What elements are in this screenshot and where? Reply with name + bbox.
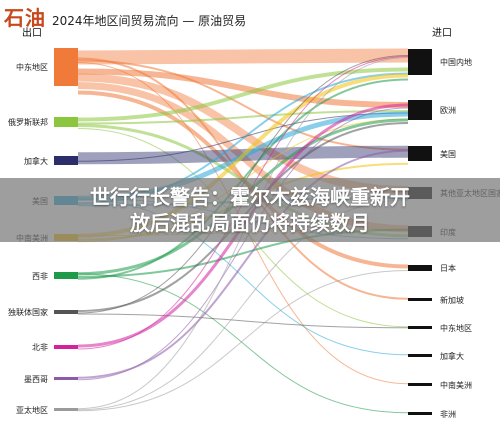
importer-label: 中东地区 bbox=[440, 323, 472, 333]
exporter-label: 独联体国家 bbox=[8, 308, 48, 317]
flow-link bbox=[77, 107, 409, 381]
importer-node bbox=[408, 146, 432, 161]
flow-link bbox=[77, 59, 409, 151]
exporter-node bbox=[54, 377, 78, 380]
exporter-label: 北非 bbox=[32, 343, 48, 352]
exporter-label: 加拿大 bbox=[24, 156, 48, 166]
importer-node bbox=[408, 100, 432, 120]
flow-link bbox=[77, 48, 409, 65]
chart-subtitle: 2024年地区间贸易流向 — 原油贸易 bbox=[52, 14, 247, 28]
importer-label: 日本 bbox=[440, 264, 456, 273]
importer-node bbox=[408, 412, 432, 415]
exporter-label: 亚太地区 bbox=[16, 405, 48, 415]
importers-title: 进口 bbox=[432, 28, 452, 39]
banner-line-1: 世行行长警告：霍尔木兹海峡重新开 bbox=[90, 185, 410, 209]
header: 石油 2024年地区间贸易流向 — 原油贸易 bbox=[4, 2, 246, 31]
importer-node bbox=[408, 326, 432, 329]
importer-node bbox=[408, 383, 432, 386]
importer-label: 加拿大 bbox=[440, 351, 464, 361]
importer-label: 中国内地 bbox=[440, 58, 472, 67]
exporter-node bbox=[54, 272, 78, 279]
brand-title: 石油 bbox=[4, 6, 46, 30]
banner-line-2: 放后混乱局面仍将持续数月 bbox=[130, 211, 370, 235]
importer-label: 欧洲 bbox=[440, 106, 456, 115]
exporter-node bbox=[54, 408, 78, 411]
flow-link bbox=[77, 270, 409, 412]
importer-label: 非洲 bbox=[440, 409, 456, 419]
exporter-node bbox=[54, 345, 78, 349]
exporter-node bbox=[54, 117, 78, 127]
exporter-label: 西非 bbox=[32, 271, 48, 281]
importer-node bbox=[408, 354, 432, 357]
importer-label: 新加坡 bbox=[440, 295, 464, 305]
news-banner: 世行行长警告：霍尔木兹海峡重新开 放后混乱局面仍将持续数月 bbox=[0, 178, 500, 242]
exporter-label: 俄罗斯联邦 bbox=[8, 118, 48, 127]
importer-node bbox=[408, 265, 432, 271]
flow-link bbox=[77, 313, 409, 329]
exporter-node bbox=[54, 310, 78, 314]
exporters-title: 出口 bbox=[22, 28, 42, 39]
exporter-label: 墨西哥 bbox=[24, 374, 48, 384]
exporter-node bbox=[54, 48, 78, 86]
importer-node bbox=[408, 49, 432, 75]
exporter-node bbox=[54, 156, 78, 165]
flow-link bbox=[77, 273, 409, 414]
flow-link bbox=[77, 68, 409, 108]
importer-label: 美国 bbox=[440, 149, 456, 159]
flow-link bbox=[77, 67, 409, 122]
exporter-label: 中东地区 bbox=[16, 63, 48, 72]
flow-link bbox=[77, 110, 409, 125]
importer-node bbox=[408, 298, 432, 301]
importer-label: 中南美洲 bbox=[440, 380, 472, 390]
